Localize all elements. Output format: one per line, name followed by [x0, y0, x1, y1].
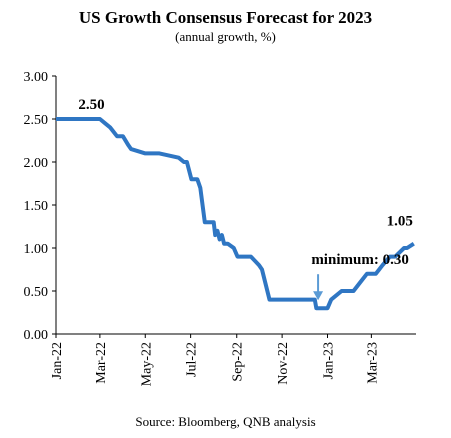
- minimum-arrow-head: [313, 291, 324, 301]
- y-tick-label: 1.00: [24, 242, 49, 257]
- y-tick-label: 3.00: [24, 70, 49, 85]
- chart-subtitle: (annual growth, %): [175, 29, 276, 44]
- x-tick-label: Jan-23: [321, 342, 336, 379]
- y-tick-label: 1.50: [24, 199, 49, 214]
- annotation-start-label: 2.50: [78, 97, 104, 113]
- y-tick-label: 0.50: [24, 285, 49, 300]
- x-tick-label: Nov-22: [276, 342, 291, 385]
- x-tick-label: Jul-22: [185, 342, 200, 377]
- chart-title: US Growth Consensus Forecast for 2023: [78, 8, 373, 27]
- x-tick-label: May-22: [139, 342, 154, 386]
- x-tick-label: Mar-22: [94, 342, 109, 384]
- chart-source: Source: Bloomberg, QNB analysis: [135, 414, 316, 429]
- annotation-minimum-label: minimum: 0.30: [311, 252, 409, 268]
- x-tick-label: Sep-22: [231, 342, 246, 382]
- x-tick-label: Mar-23: [365, 342, 380, 384]
- y-tick-label: 0.00: [24, 328, 49, 343]
- x-tick-label: Jan-22: [50, 342, 65, 379]
- y-tick-label: 2.00: [24, 156, 49, 171]
- y-tick-label: 2.50: [24, 113, 49, 128]
- annotation-end-label: 1.05: [387, 214, 413, 230]
- series-line-0: [56, 117, 415, 311]
